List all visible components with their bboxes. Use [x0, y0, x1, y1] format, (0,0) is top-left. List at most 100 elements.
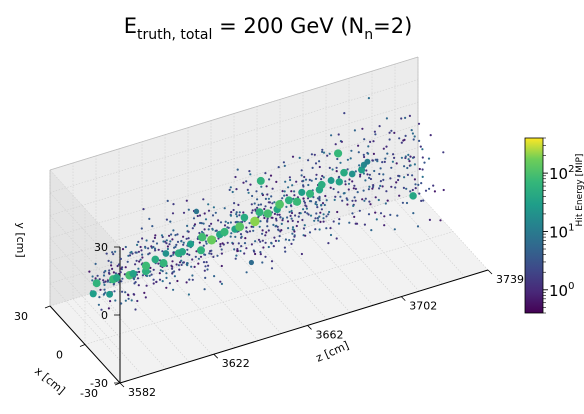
- hit-point: [103, 283, 106, 286]
- hit-point: [374, 196, 377, 199]
- hit-point: [428, 187, 431, 190]
- hit-point: [159, 259, 168, 268]
- hit-point: [402, 139, 405, 142]
- hit-point: [102, 279, 105, 282]
- hit-point: [202, 222, 205, 225]
- hit-point: [245, 230, 248, 233]
- hit-point: [133, 277, 136, 281]
- hit-point: [134, 308, 137, 311]
- hit-point: [186, 264, 189, 267]
- hit-point: [267, 229, 270, 232]
- hit-point: [273, 236, 276, 239]
- grid-line-side: [49, 237, 121, 316]
- hit-point: [117, 263, 120, 266]
- hit-point: [266, 217, 269, 220]
- hit-point: [261, 229, 264, 232]
- hit-point: [136, 277, 140, 280]
- hit-point: [368, 176, 371, 179]
- hit-point: [105, 252, 108, 255]
- hit-point: [119, 257, 122, 260]
- hit-point: [317, 180, 326, 189]
- hit-point: [346, 168, 349, 171]
- hit-point: [291, 228, 294, 231]
- hit-point: [280, 222, 283, 225]
- hit-point: [378, 125, 381, 128]
- hit-point: [219, 243, 222, 246]
- hit-point: [245, 271, 248, 274]
- hit-point: [172, 229, 175, 232]
- hit-point: [261, 239, 264, 242]
- hit-point: [424, 189, 428, 192]
- hit-point: [385, 145, 388, 148]
- hit-point: [171, 267, 174, 270]
- z-axis-label: z [cm]: [314, 339, 351, 365]
- hit-point: [180, 263, 183, 266]
- hit-point: [165, 286, 168, 289]
- hit-point: [379, 184, 382, 187]
- hit-point: [103, 288, 106, 291]
- hit-point: [369, 203, 372, 206]
- hit-point: [235, 213, 238, 216]
- hit-point: [354, 199, 357, 202]
- hit-point: [160, 234, 164, 237]
- hit-point: [206, 268, 209, 271]
- hit-point: [310, 179, 313, 182]
- hit-point: [271, 216, 274, 219]
- hit-point: [347, 188, 350, 191]
- hit-point: [272, 245, 275, 248]
- hit-point: [152, 282, 155, 285]
- hit-point: [422, 199, 425, 202]
- hit-point: [98, 278, 101, 281]
- hit-point: [428, 218, 431, 221]
- hit-point: [223, 207, 226, 210]
- hit-point: [284, 196, 293, 205]
- hit-point: [302, 185, 305, 188]
- hit-point: [294, 214, 297, 217]
- hit-point: [414, 187, 417, 190]
- hit-point: [297, 215, 300, 218]
- hit-point: [161, 270, 164, 273]
- hit-point: [420, 182, 423, 185]
- hit-point: [308, 231, 312, 234]
- x-axis-label: x [cm]: [32, 364, 67, 397]
- hit-point: [224, 220, 227, 223]
- hit-point: [98, 296, 101, 299]
- hit-point: [203, 228, 206, 231]
- hit-point: [367, 188, 370, 191]
- hit-point: [346, 203, 349, 206]
- hit-point: [403, 176, 406, 179]
- hit-point: [334, 149, 343, 158]
- hit-point: [369, 177, 372, 181]
- hit-point: [382, 178, 385, 181]
- hit-point: [240, 213, 249, 222]
- colorbar-tick-label: 100: [549, 281, 574, 300]
- hit-point: [250, 203, 253, 206]
- hit-point: [421, 175, 424, 178]
- hit-point: [263, 207, 266, 211]
- hit-point: [173, 270, 176, 273]
- hit-point: [278, 235, 281, 238]
- hit-point: [207, 228, 210, 231]
- hit-point: [137, 250, 140, 253]
- hit-point: [372, 184, 375, 187]
- hit-point: [186, 252, 189, 256]
- hit-point: [268, 178, 271, 181]
- hit-point: [88, 270, 91, 273]
- hit-point: [384, 202, 387, 205]
- hit-point: [390, 129, 393, 132]
- hit-point: [329, 233, 333, 237]
- hit-point: [227, 221, 230, 225]
- hit-point: [388, 138, 391, 141]
- hit-point: [238, 214, 241, 217]
- hit-point: [283, 190, 286, 193]
- hit-point: [279, 216, 282, 219]
- hit-point: [390, 166, 393, 169]
- hit-point: [186, 224, 189, 227]
- hit-point: [409, 164, 412, 167]
- hit-point: [220, 248, 223, 251]
- hit-points: [88, 97, 445, 311]
- hit-point: [310, 153, 313, 156]
- hit-point: [157, 248, 160, 251]
- hit-point: [124, 245, 127, 249]
- hit-point: [135, 259, 138, 262]
